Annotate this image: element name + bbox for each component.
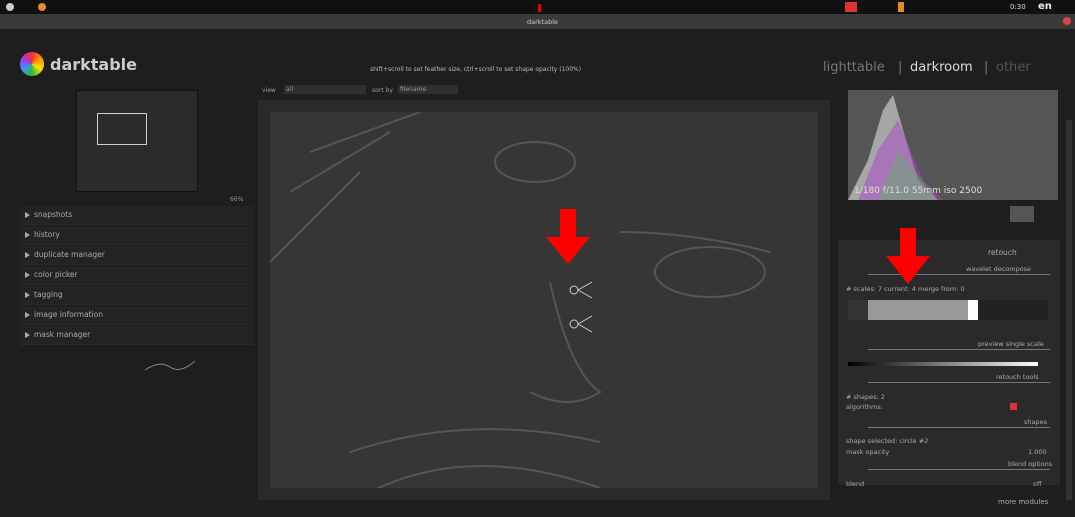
section-label: wavelet decompose: [966, 265, 1032, 273]
zoom-level[interactable]: 66%: [230, 196, 244, 203]
sort-label: sort by: [372, 87, 393, 94]
view-label: view: [262, 87, 276, 94]
sort-value: filename: [400, 86, 427, 93]
module-header[interactable]: duplicate manager: [20, 246, 254, 265]
module-header[interactable]: tagging: [20, 286, 254, 305]
system-bar: 0:30 en: [0, 0, 1075, 14]
sort-dropdown[interactable]: filename: [398, 85, 458, 94]
module-name: tagging: [34, 290, 63, 299]
tray-icon[interactable]: [898, 2, 904, 12]
scales-bar[interactable]: [848, 300, 1048, 320]
module-header[interactable]: snapshots: [20, 206, 254, 225]
module-header[interactable]: history: [20, 226, 254, 245]
language[interactable]: en: [1038, 1, 1052, 12]
active-group[interactable]: [1010, 206, 1034, 222]
hint: shift+scroll to set feather size, ctrl+s…: [370, 66, 582, 73]
section-label: retouch tools: [996, 373, 1039, 381]
expander: [25, 292, 30, 298]
view-value: all: [286, 86, 294, 93]
tray-icon[interactable]: [845, 2, 857, 12]
module-name: color picker: [34, 270, 78, 279]
separator: |: [984, 60, 989, 75]
separator: [868, 274, 1050, 275]
app-name: darktable: [50, 55, 138, 74]
expander: [25, 312, 30, 318]
retouch-module: retouch wavelet decompose # scales: 7 cu…: [838, 240, 1060, 488]
module-title: retouch: [988, 248, 1017, 257]
algorithms-label: algorithms:: [846, 403, 883, 411]
marker: [538, 4, 541, 12]
red-arrow: [886, 228, 930, 284]
menu-icon[interactable]: [6, 3, 14, 11]
scales-info: # scales: 7 current: 4 merge from: 0: [846, 285, 965, 293]
slider-value[interactable]: 1.000: [1028, 448, 1047, 456]
expander: [25, 332, 30, 338]
view-dropdown[interactable]: all: [284, 85, 366, 94]
image[interactable]: [270, 112, 818, 488]
module-name: duplicate manager: [34, 250, 105, 259]
expander: [25, 252, 30, 258]
levels-slider[interactable]: [848, 362, 1038, 366]
module-name: image information: [34, 310, 104, 319]
expander: [25, 212, 30, 218]
center-view: [258, 100, 830, 500]
expander: [25, 272, 30, 278]
view-lighttable[interactable]: lighttable: [823, 60, 885, 75]
separator: |: [898, 60, 903, 75]
separator: [868, 382, 1050, 383]
module-header[interactable]: color picker: [20, 266, 254, 285]
separator: [868, 469, 1050, 470]
shape-selected: shape selected: circle #2: [846, 437, 929, 445]
exif-info: 1/180 f/11.0 55mm iso 2500: [854, 186, 983, 196]
algorithm-icon[interactable]: [1010, 403, 1017, 410]
module-header[interactable]: image information: [20, 306, 254, 325]
window-title: darktable: [527, 18, 559, 26]
view-darkroom[interactable]: darkroom: [910, 60, 973, 75]
navigation-thumbnail[interactable]: [76, 90, 198, 192]
histogram[interactable]: 1/180 f/11.0 55mm iso 2500: [848, 90, 1058, 200]
toggle-label[interactable]: preview single scale: [978, 340, 1044, 348]
close-button[interactable]: [1063, 17, 1071, 25]
view-other[interactable]: other: [996, 60, 1031, 75]
more-modules[interactable]: more modules: [998, 498, 1049, 506]
scrollbar[interactable]: [1066, 120, 1072, 500]
section-label: blend options: [1008, 460, 1053, 468]
module-header[interactable]: mask manager: [20, 326, 254, 345]
separator: [868, 349, 1050, 350]
separator: [868, 427, 1050, 428]
blend-value[interactable]: off: [1033, 480, 1042, 488]
module-name: history: [34, 230, 60, 239]
title-bar: darktable: [0, 14, 1075, 29]
section-label: shapes: [1024, 418, 1048, 426]
blend-label: blend: [846, 480, 865, 488]
mask-manager-icon: [144, 360, 196, 371]
shapes-count: # shapes: 2: [846, 393, 885, 401]
module-name: mask manager: [34, 330, 91, 339]
slider-label: mask opacity: [846, 448, 890, 456]
app-icon[interactable]: [38, 3, 46, 11]
clock: 0:30: [1010, 3, 1026, 11]
histogram-graph: [848, 95, 943, 200]
expander: [25, 232, 30, 238]
logo: [20, 52, 44, 76]
viewport-box: [97, 113, 147, 145]
module-name: snapshots: [34, 210, 73, 219]
